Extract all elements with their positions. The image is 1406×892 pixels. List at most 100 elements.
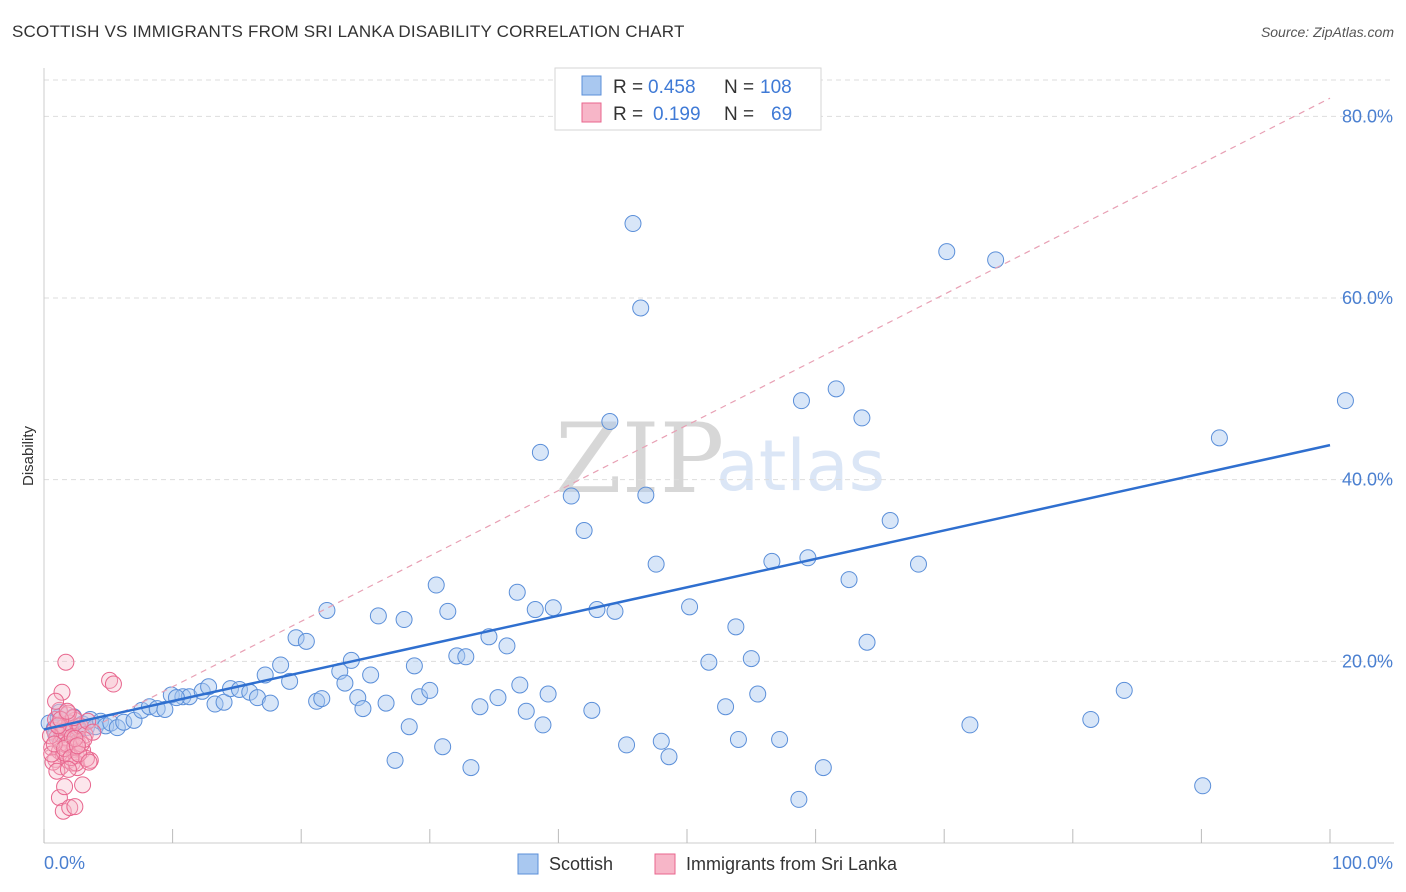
- data-point-scottish: [652, 732, 670, 750]
- data-point-scottish: [858, 633, 876, 651]
- data-point-srilanka: [50, 789, 68, 807]
- legend: R = 0.458 N = 108 R = 0.199 N = 69: [554, 67, 822, 131]
- data-point-srilanka: [61, 799, 79, 817]
- data-point-scottish: [771, 730, 789, 748]
- data-point-scottish: [517, 702, 535, 720]
- data-point-srilanka: [47, 692, 65, 710]
- data-point-scottish: [336, 674, 354, 692]
- data-point-scottish: [601, 413, 619, 431]
- data-point-scottish: [1194, 777, 1212, 795]
- data-point-scottish: [200, 678, 218, 696]
- data-point-srilanka: [104, 675, 122, 693]
- data-point-scottish: [792, 392, 810, 410]
- data-point-scottish: [562, 487, 580, 505]
- x-ticks: [43, 829, 1331, 843]
- data-point-scottish: [400, 718, 418, 736]
- series-scottish: [40, 215, 1354, 808]
- data-point-scottish: [799, 549, 817, 567]
- data-point-scottish: [362, 666, 380, 684]
- data-point-scottish: [632, 299, 650, 317]
- data-point-scottish: [624, 215, 642, 233]
- data-point-scottish: [489, 689, 507, 707]
- data-point-scottish: [729, 730, 747, 748]
- data-point-scottish: [534, 716, 552, 734]
- data-point-scottish: [349, 689, 367, 707]
- data-point-scottish: [308, 692, 326, 710]
- data-point-scottish: [386, 751, 404, 769]
- data-point-scottish: [840, 571, 858, 589]
- trendlines: [43, 97, 1331, 753]
- data-point-scottish: [660, 748, 678, 766]
- y-tick-label: 80.0%: [1342, 106, 1393, 126]
- data-point-scottish: [434, 738, 452, 756]
- legend-n-label-2: N =: [724, 104, 754, 125]
- data-point-srilanka: [53, 683, 71, 701]
- data-point-scottish: [427, 576, 445, 594]
- data-point-scottish: [727, 618, 745, 636]
- bottom-legend: Scottish Immigrants from Sri Lanka: [517, 853, 898, 875]
- y-tick-label: 60.0%: [1342, 288, 1393, 308]
- data-point-scottish: [377, 694, 395, 712]
- data-point-srilanka: [59, 760, 77, 778]
- data-point-scottish: [421, 681, 439, 699]
- data-point-srilanka: [80, 753, 98, 771]
- data-point-scottish: [511, 676, 529, 694]
- data-point-scottish: [790, 790, 808, 808]
- data-point-scottish: [1210, 429, 1228, 447]
- legend-n-value-srilanka: 69: [771, 104, 792, 125]
- data-point-scottish: [261, 694, 279, 712]
- data-point-scottish: [471, 698, 489, 716]
- trendline-scottish: [43, 443, 1331, 731]
- trendline-srilanka: [43, 97, 1331, 753]
- data-point-scottish: [637, 486, 655, 504]
- data-point-scottish: [700, 653, 718, 671]
- data-point-scottish: [544, 599, 562, 617]
- data-point-scottish: [987, 251, 1005, 269]
- data-point-scottish: [115, 713, 133, 731]
- legend-r-label-2: R =: [613, 104, 643, 125]
- data-point-scottish: [742, 650, 760, 668]
- legend-swatch-scottish: [581, 75, 602, 96]
- bottom-legend-label-srilanka: Immigrants from Sri Lanka: [686, 854, 898, 874]
- data-point-scottish: [354, 700, 372, 718]
- watermark: ZIP atlas: [555, 403, 885, 515]
- bottom-legend-swatch-srilanka: [654, 853, 676, 875]
- data-point-srilanka: [66, 798, 84, 816]
- x-tick-label: 0.0%: [44, 853, 85, 873]
- gridlines: [44, 79, 1394, 662]
- data-point-srilanka: [68, 737, 86, 755]
- data-point-scottish: [297, 632, 315, 650]
- data-point-scottish: [647, 555, 665, 573]
- data-point-scottish: [439, 602, 457, 620]
- data-point-scottish: [498, 637, 516, 655]
- data-point-srilanka: [45, 735, 63, 753]
- watermark-zip: ZIP: [555, 403, 724, 515]
- data-point-scottish: [1082, 710, 1100, 728]
- bottom-legend-label-scottish: Scottish: [549, 854, 613, 874]
- data-point-srilanka: [74, 776, 92, 794]
- data-point-scottish: [938, 243, 956, 261]
- data-point-scottish: [215, 693, 233, 711]
- data-point-scottish: [681, 598, 699, 616]
- y-tick-label: 20.0%: [1342, 651, 1393, 671]
- data-point-scottish: [1115, 681, 1133, 699]
- y-axis-label: Disability: [20, 425, 37, 486]
- legend-swatch-srilanka: [581, 102, 602, 123]
- data-point-scottish: [526, 601, 544, 619]
- legend-r-label: R =: [613, 77, 643, 98]
- data-point-scottish: [575, 522, 593, 540]
- data-point-scottish: [448, 647, 466, 665]
- source-credit: Source: ZipAtlas.com: [1260, 24, 1394, 40]
- data-point-scottish: [369, 607, 387, 625]
- data-point-scottish: [717, 698, 735, 716]
- data-point-scottish: [457, 648, 475, 666]
- data-point-scottish: [272, 656, 290, 674]
- data-point-scottish: [606, 602, 624, 620]
- data-point-scottish: [881, 512, 899, 530]
- data-point-scottish: [827, 380, 845, 398]
- data-point-scottish: [853, 409, 871, 427]
- data-point-scottish: [462, 759, 480, 777]
- series-srilanka: [41, 653, 122, 820]
- data-point-srilanka: [57, 653, 75, 671]
